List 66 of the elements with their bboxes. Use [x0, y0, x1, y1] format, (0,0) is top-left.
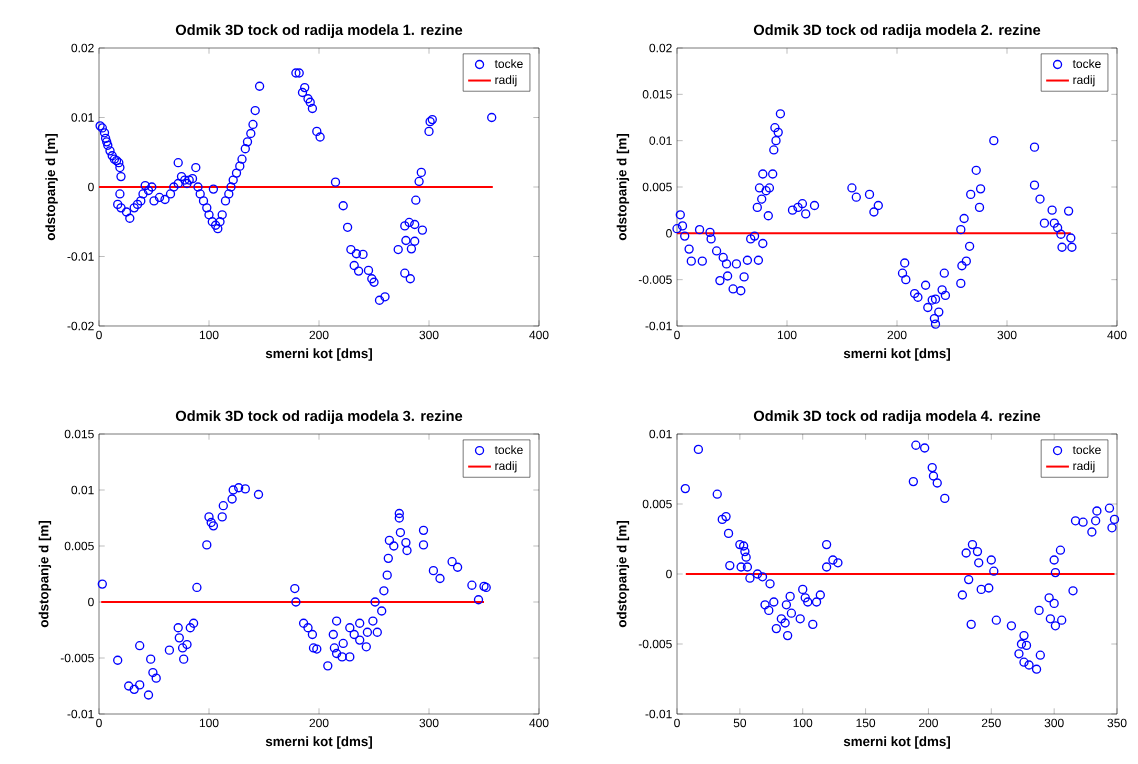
y-axis-title: odstopanje d [m] — [38, 521, 52, 628]
y-tick-label: 0 — [666, 569, 672, 579]
x-tick-label: 400 — [529, 330, 549, 340]
x-tick-label: 300 — [1044, 718, 1064, 728]
chart-title: Odmik 3D tock od radija modela 3. rezine — [175, 410, 463, 424]
y-tick-label: -0.01 — [67, 709, 94, 719]
chart-title: Odmik 3D tock od radija modela 2. rezine — [753, 24, 1041, 38]
y-tick-label: 0.02 — [71, 43, 94, 53]
y-tick-label: -0.005 — [60, 653, 94, 663]
y-axis-title: odstopanje d [m] — [616, 134, 630, 241]
y-tick-label: 0.005 — [642, 182, 672, 192]
x-tick-label: 100 — [777, 330, 797, 340]
x-tick-label: 350 — [1107, 718, 1127, 728]
legend-label: tocke — [494, 445, 523, 455]
y-axis-title: odstopanje d [m] — [616, 521, 630, 628]
x-tick-label: 0 — [674, 718, 680, 728]
x-tick-label: 300 — [997, 330, 1017, 340]
y-tick-label: -0.02 — [67, 321, 94, 331]
legend-label: radij — [495, 75, 517, 87]
x-tick-label: 0 — [96, 718, 102, 728]
y-tick-label: -0.005 — [638, 275, 672, 284]
legend-label: radij — [1073, 75, 1095, 87]
y-tick-label: 0.015 — [64, 429, 94, 439]
x-tick-label: 200 — [919, 718, 938, 728]
y-tick-label: 0 — [666, 229, 672, 238]
legend-label: tocke — [1072, 59, 1101, 68]
x-axis-title: smerni kot [dms] — [265, 348, 372, 361]
y-tick-label: 0.01 — [649, 429, 672, 439]
x-tick-label: 200 — [309, 330, 329, 340]
chart-title: Odmik 3D tock od radija modela 1. rezine — [175, 24, 463, 38]
x-tick-label: 100 — [199, 330, 219, 340]
legend-label: radij — [1073, 461, 1095, 473]
y-tick-label: -0.01 — [645, 321, 672, 331]
y-tick-label: 0 — [88, 182, 94, 192]
x-tick-label: 400 — [529, 718, 549, 728]
y-tick-label: 0.005 — [64, 541, 94, 551]
x-axis-title: smerni kot [dms] — [843, 348, 950, 361]
y-tick-label: 0.005 — [642, 499, 672, 509]
x-tick-label: 50 — [733, 718, 747, 728]
x-axis-title: smerni kot [dms] — [843, 736, 950, 749]
y-tick-label: 0.01 — [71, 113, 94, 122]
legend-label: radij — [495, 461, 517, 473]
x-tick-label: 0 — [96, 330, 102, 340]
y-tick-label: 0.01 — [649, 136, 672, 145]
x-tick-label: 300 — [419, 330, 439, 340]
x-tick-label: 100 — [793, 718, 813, 728]
y-axis-title: odstopanje d [m] — [45, 134, 58, 241]
legend-label: tocke — [1072, 445, 1101, 455]
x-axis-title: smerni kot [dms] — [265, 736, 372, 749]
x-tick-label: 300 — [419, 718, 439, 728]
x-tick-label: 100 — [199, 718, 219, 728]
x-tick-label: 200 — [309, 718, 329, 728]
y-tick-label: -0.01 — [645, 709, 672, 719]
y-tick-label: -0.005 — [638, 639, 672, 649]
x-tick-label: 400 — [1107, 330, 1127, 340]
y-tick-label: -0.01 — [67, 252, 94, 261]
legend-label: tocke — [494, 59, 523, 68]
y-tick-label: 0.02 — [649, 43, 672, 53]
y-tick-label: 0 — [88, 597, 94, 607]
x-tick-label: 0 — [674, 330, 680, 340]
y-tick-label: 0.01 — [71, 485, 94, 495]
x-tick-label: 250 — [981, 718, 1001, 728]
y-tick-label: 0.015 — [642, 90, 672, 99]
x-tick-label: 150 — [856, 718, 876, 728]
x-tick-label: 200 — [887, 330, 907, 340]
chart-title: Odmik 3D tock od radija modela 4. rezine — [753, 410, 1041, 424]
